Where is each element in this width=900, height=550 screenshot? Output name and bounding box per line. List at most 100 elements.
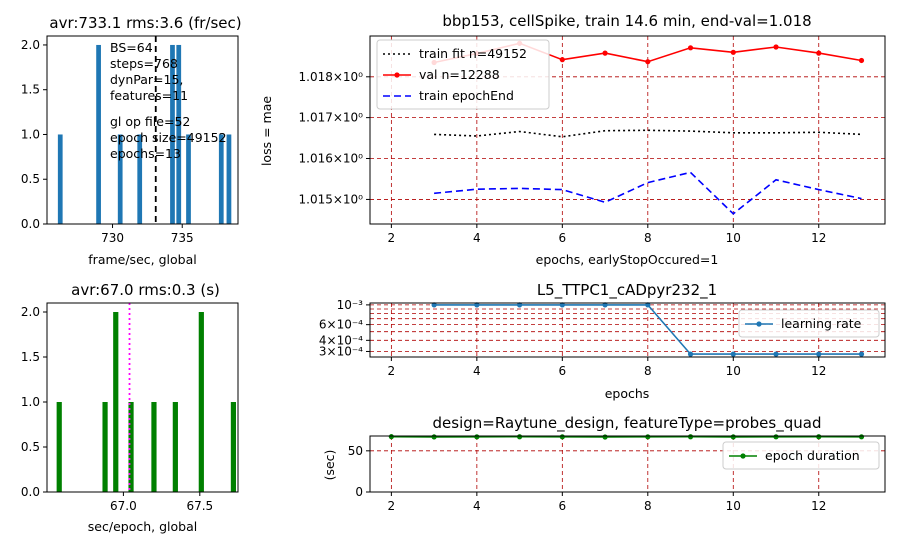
note-features: features=11 <box>110 88 188 103</box>
fps-histogram-panel: avr:733.1 rms:3.6 (fr/sec) frame/sec, gl… <box>21 14 242 267</box>
ed-data-point <box>687 434 694 440</box>
fps-notes: BS=64 steps=768 dynPar=15, features=11 g… <box>110 40 227 161</box>
fps-histogram-xlabel: frame/sec, global <box>88 252 196 267</box>
loss-data-point <box>773 44 779 50</box>
loss-data-point <box>858 57 865 64</box>
fps-xtick-label: 730 <box>101 231 124 245</box>
loss-title: bbp153, cellSpike, train 14.6 min, end-v… <box>442 12 811 30</box>
loss-series-line <box>434 171 862 215</box>
fps-axes-frame <box>46 35 239 225</box>
ed-data-point <box>858 434 865 440</box>
duration-bar <box>56 402 62 492</box>
duration-bar <box>230 402 237 492</box>
ed-xtick-label: 8 <box>644 499 652 513</box>
ed-data-point <box>559 434 565 440</box>
lr-xtick-label: 8 <box>644 364 652 378</box>
ed-xtick-label: 2 <box>388 499 396 513</box>
duration-bar <box>113 312 119 492</box>
lr-data-point <box>816 351 822 357</box>
lr-xtick-label: 2 <box>388 364 396 378</box>
fps-bar <box>226 134 232 224</box>
lr-legend-box <box>738 309 880 338</box>
loss-data-point <box>687 45 694 51</box>
fps-bar <box>186 134 191 224</box>
ed-legend-label: epoch duration <box>765 448 860 463</box>
duration-histogram-panel: avr:67.0 rms:0.3 (s) sec/epoch, global 6… <box>21 281 239 534</box>
loss-ylabel: loss = mae <box>259 96 274 166</box>
learning-rate-xlabel: epochs <box>605 386 650 401</box>
lr-data-point <box>858 351 865 357</box>
loss-xtick-label: 8 <box>644 231 652 245</box>
lr-data-point <box>773 351 779 357</box>
loss-legend-marker <box>394 72 400 78</box>
duration-histogram-xlabel: sec/epoch, global <box>88 519 197 534</box>
lr-xtick-label: 4 <box>473 364 481 378</box>
ed-data-point <box>431 434 437 440</box>
ed-data-point <box>474 434 480 440</box>
ed-data-point <box>645 434 651 440</box>
lr-data-point <box>687 351 694 357</box>
ed-axes-frame <box>369 435 886 493</box>
lr-data-point <box>474 302 480 308</box>
loss-data-point <box>730 49 736 55</box>
loss-data-point <box>645 59 651 65</box>
lr-data-point <box>730 351 736 357</box>
lr-legend-label: learning rate <box>781 316 862 331</box>
fps-bar <box>96 44 101 225</box>
duration-ytick-label: 0.5 <box>21 440 40 454</box>
duration-ytick-label: 0.0 <box>21 485 40 499</box>
fps-histogram-title: avr:733.1 rms:3.6 (fr/sec) <box>49 14 241 32</box>
ed-legend-box <box>722 441 880 470</box>
lr-xtick-label: 12 <box>811 364 826 378</box>
epoch-duration-title: design=Raytune_design, featureType=probe… <box>433 414 822 433</box>
epoch-duration-panel: design=Raytune_design, featureType=probe… <box>322 414 886 513</box>
loss-ytick-label: 1.018×10⁰ <box>299 70 364 84</box>
ed-data-point <box>730 434 736 440</box>
lr-axes-frame <box>369 302 886 358</box>
epoch-duration-ylabel: (sec) <box>322 450 337 481</box>
lr-data-point <box>602 302 608 308</box>
loss-xtick-label: 10 <box>726 231 741 245</box>
lr-xtick-label: 10 <box>726 364 741 378</box>
ed-data-point <box>816 434 822 440</box>
fps-ytick-label: 0.5 <box>21 172 40 186</box>
fps-bar <box>176 44 182 225</box>
lr-data-point <box>516 302 523 308</box>
duration-xtick-label: 67.0 <box>110 499 137 513</box>
duration-axes-frame <box>46 302 239 493</box>
duration-ytick-label: 1.5 <box>21 350 40 364</box>
loss-legend-label: train fit n=49152 <box>419 46 527 61</box>
ed-xtick-label: 6 <box>559 499 567 513</box>
duration-histogram-title: avr:67.0 rms:0.3 (s) <box>71 281 220 299</box>
loss-panel: bbp153, cellSpike, train 14.6 min, end-v… <box>259 12 886 267</box>
duration-xtick-label: 67.5 <box>186 499 213 513</box>
lr-ytick-label: 4×10⁻⁴ <box>319 333 363 347</box>
lr-data-point <box>559 302 565 308</box>
ed-xtick-label: 10 <box>726 499 741 513</box>
ed-data-point <box>516 434 523 440</box>
lr-ytick-label: 3×10⁻⁴ <box>319 344 363 358</box>
loss-ytick-label: 1.016×10⁰ <box>299 152 364 166</box>
duration-bar <box>151 402 157 492</box>
loss-data-point <box>559 57 565 63</box>
ed-data-point <box>388 434 394 440</box>
loss-legend-label: val n=12288 <box>419 67 500 82</box>
learning-rate-title: L5_TTPC1_cADpyr232_1 <box>537 281 717 300</box>
loss-ytick-label: 1.015×10⁰ <box>299 192 364 206</box>
duration-bar <box>128 402 134 492</box>
fps-ytick-label: 2.0 <box>21 38 40 52</box>
fps-bar <box>117 134 123 224</box>
fps-xtick-label: 735 <box>171 231 194 245</box>
learning-rate-panel: L5_TTPC1_cADpyr232_1 epochs 2 4 6 8 10 12 10⁻³… <box>319 281 886 401</box>
loss-xlabel: epochs, earlyStopOccured=1 <box>536 252 719 267</box>
loss-series-line <box>434 129 862 138</box>
lr-ytick-label: 10⁻³ <box>337 298 364 312</box>
loss-legend-box <box>376 39 550 110</box>
note-batch-size: BS=64 <box>110 40 153 55</box>
loss-xtick-label: 12 <box>811 231 826 245</box>
note-dynpar: dynPar=15, <box>110 72 183 87</box>
loss-data-point <box>602 50 608 56</box>
duration-bar <box>198 312 204 492</box>
loss-xtick-label: 6 <box>559 231 567 245</box>
